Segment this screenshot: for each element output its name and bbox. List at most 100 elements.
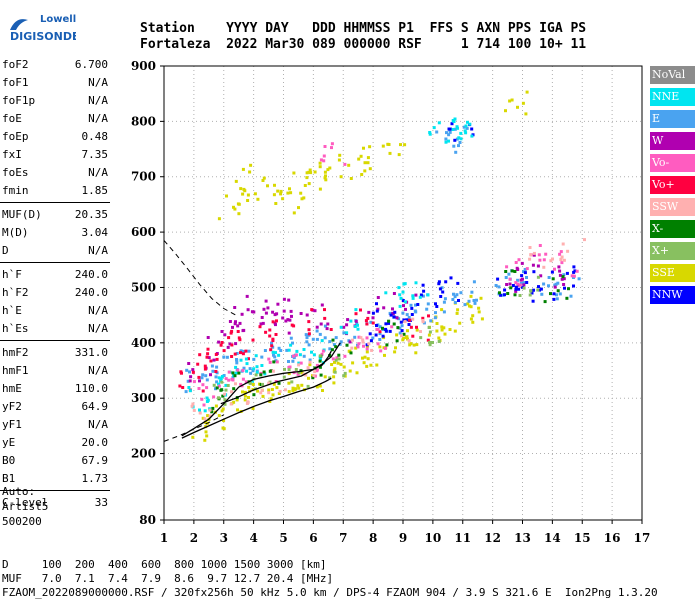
echo-point [274,202,278,205]
echo-point [227,336,231,340]
echo-point [215,365,219,369]
echo-point [455,293,459,297]
echo-point [315,363,319,367]
x-tick-label: 13 [514,531,531,545]
echo-point [315,325,319,329]
echo-point [251,338,255,342]
echo-point [231,325,234,329]
echo-point [239,349,243,353]
echo-point [251,369,255,373]
echo-point [521,101,525,105]
echo-point [318,354,322,358]
echo-point [391,307,394,311]
y-tick-label: 700 [131,170,156,184]
echo-point [542,265,546,269]
echo-point [326,168,330,172]
echo-point [376,296,380,299]
echo-point [448,328,452,331]
param-value: 20.35 [74,208,108,221]
echo-point [353,335,357,339]
echo-point [291,354,295,358]
echo-point [328,166,332,170]
echo-point [225,355,229,359]
echo-point [206,336,210,339]
echo-point [310,308,314,312]
echo-point [269,348,273,352]
echo-point [287,331,291,335]
echo-point [470,290,474,294]
echo-point [455,125,459,129]
echo-point [330,142,334,146]
echo-point [537,253,541,257]
echo-point [440,328,444,332]
echo-point [334,345,338,349]
param-name: fmin [2,184,29,197]
echo-point [291,341,294,345]
echo-point [522,270,525,274]
param-name: MUF(D) [2,208,42,221]
echo-point [543,300,547,304]
param-name: C-level [2,496,49,509]
echo-point [498,291,501,295]
echo-point [245,294,249,298]
echo-point [318,359,322,363]
echo-point [307,170,311,174]
echo-point [242,328,246,332]
param-value: 67.9 [81,454,109,467]
param-name: M(D) [2,226,29,239]
echo-points [178,90,586,442]
echo-point [458,321,462,325]
echo-point [555,293,558,297]
echo-point [311,376,315,380]
echo-point [268,328,272,332]
echo-point [525,276,528,279]
echo-point [539,287,543,291]
echo-point [200,397,204,401]
echo-point [320,303,324,307]
echo-point [252,357,256,361]
param-row: D N/A [0,242,112,260]
echo-point [315,369,319,373]
echo-point [267,388,271,392]
digisonde-logo: Lowell DIGISONDE [6,8,79,48]
echo-point [249,371,253,375]
echo-point [203,367,207,371]
echo-point [313,309,317,313]
echo-point [278,389,282,393]
echo-point [197,387,201,390]
y-tick-label: 800 [131,114,156,128]
echo-point [558,273,562,277]
echo-point [277,346,281,350]
echo-point [275,360,279,364]
echo-point [217,217,221,221]
echo-point [375,363,379,367]
echo-point [437,280,441,284]
echo-point [307,376,310,380]
echo-point [368,332,372,336]
param-row: h`Es N/A [0,320,112,338]
echo-point [503,288,507,292]
echo-point [375,302,378,306]
echo-point [443,332,447,336]
echo-point [538,288,541,292]
legend-item: E [650,110,695,128]
echo-point [335,356,339,360]
x-tick-label: 7 [339,531,347,545]
echo-point [384,291,388,295]
echo-point [456,126,459,130]
echo-point [229,331,233,335]
echo-point [522,286,526,290]
echo-point [201,373,205,377]
echo-point [387,321,390,325]
echo-point [559,250,563,254]
echo-point [237,371,241,375]
echo-point [505,265,509,269]
echo-point [234,179,238,183]
echo-point [313,170,317,174]
echo-point [233,352,237,356]
echo-point [288,187,291,191]
echo-point [261,179,265,182]
echo-point [453,117,457,121]
echo-point [469,317,473,321]
echo-point [239,187,243,191]
